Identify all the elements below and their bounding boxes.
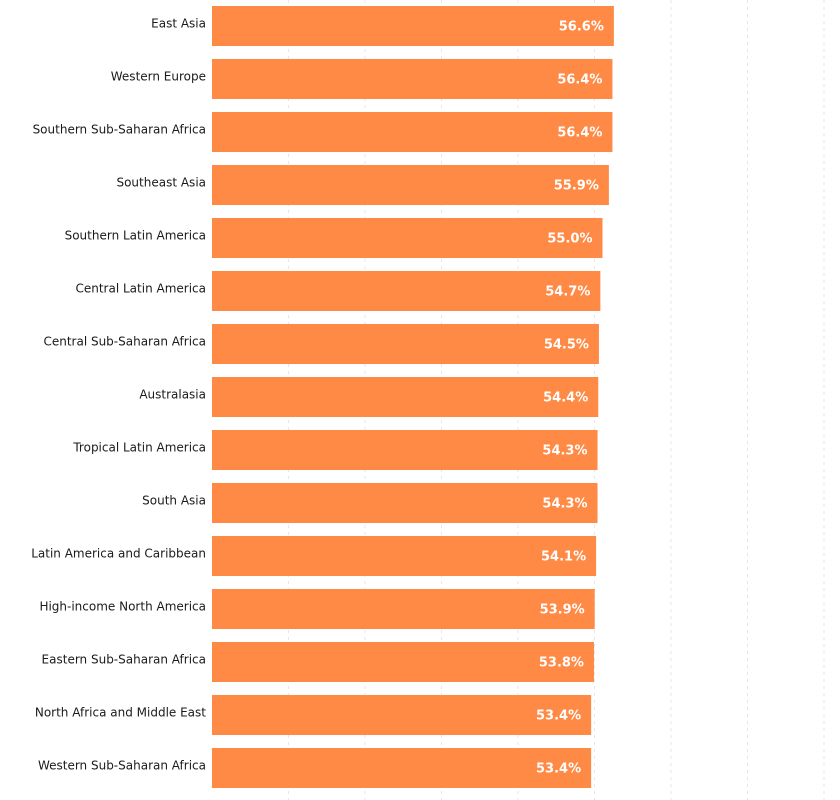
bar: [212, 642, 594, 682]
category-label: Southern Latin America: [65, 229, 206, 243]
value-label: 53.4%: [536, 762, 581, 777]
bar: [212, 695, 592, 735]
value-label: 54.4%: [543, 391, 588, 406]
category-label: South Asia: [142, 494, 206, 508]
value-label: 53.4%: [536, 709, 581, 724]
value-label: 53.9%: [540, 603, 585, 618]
value-label: 54.7%: [545, 285, 590, 300]
category-label: High-income North America: [39, 600, 206, 614]
category-label: Tropical Latin America: [72, 441, 206, 455]
value-label: 54.3%: [542, 497, 587, 512]
bar: [212, 59, 613, 99]
category-label: Latin America and Caribbean: [31, 547, 206, 561]
value-label: 53.8%: [539, 656, 584, 671]
category-label: Australasia: [139, 388, 206, 402]
bar: [212, 536, 597, 576]
bar: [212, 6, 614, 46]
bar: [212, 218, 603, 258]
category-label: Western Sub-Saharan Africa: [38, 759, 206, 773]
bars: [212, 6, 614, 788]
bar: [212, 748, 592, 788]
category-label: Central Sub-Saharan Africa: [43, 335, 206, 349]
value-label: 55.0%: [547, 232, 592, 247]
category-label: East Asia: [151, 17, 206, 31]
value-label: 56.4%: [557, 126, 602, 141]
category-labels: East Asia Western Europe Southern Sub-Saha…: [31, 17, 206, 773]
value-label: 56.6%: [559, 20, 604, 35]
bar: [212, 165, 609, 205]
category-label: North Africa and Middle East: [35, 706, 206, 720]
value-label: 55.9%: [554, 179, 599, 194]
value-labels: 56.6% 56.4% 56.4% 55.9% 55.0% 54.7% 54.5% 54.4%…: [536, 20, 604, 777]
bar: [212, 430, 598, 470]
value-label: 54.3%: [542, 444, 587, 459]
category-label: Central Latin America: [75, 282, 206, 296]
category-label: Southern Sub-Saharan Africa: [33, 123, 206, 137]
bar: [212, 324, 599, 364]
bar: [212, 377, 599, 417]
bar: [212, 589, 595, 629]
category-label: Western Europe: [111, 70, 206, 84]
category-label: Eastern Sub-Saharan Africa: [42, 653, 206, 667]
category-label: Southeast Asia: [116, 176, 206, 190]
value-label: 54.1%: [541, 550, 586, 565]
bar: [212, 483, 598, 523]
value-label: 54.5%: [544, 338, 589, 353]
value-label: 56.4%: [557, 73, 602, 88]
bar: [212, 271, 601, 311]
bar: [212, 112, 613, 152]
